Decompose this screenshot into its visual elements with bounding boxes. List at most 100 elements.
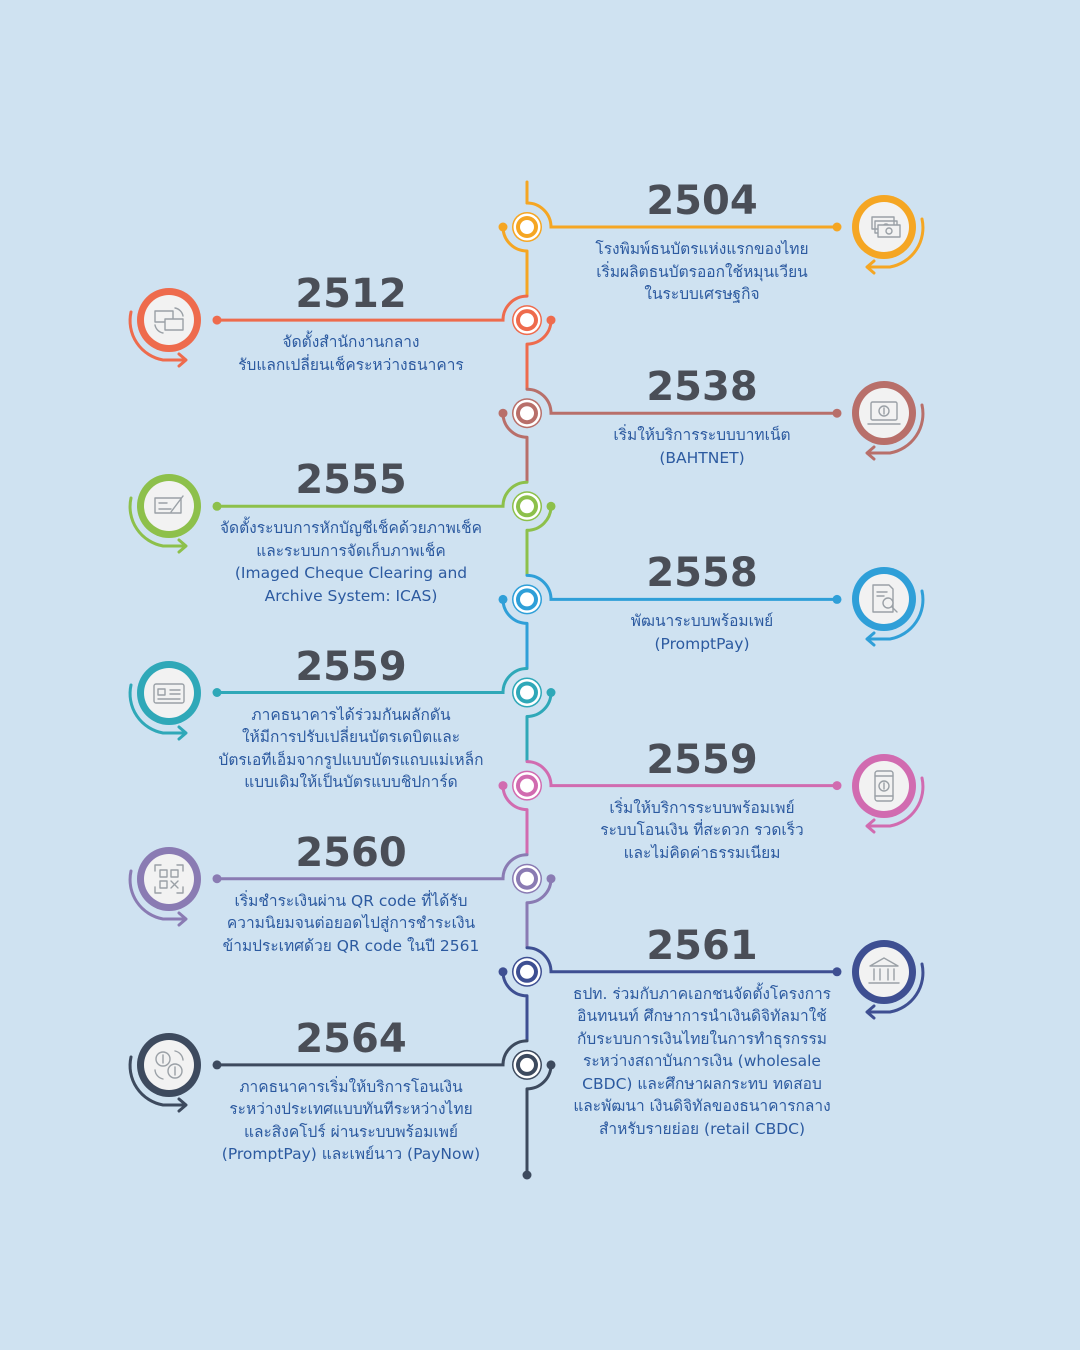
node-side-dot [498,594,508,604]
node-center [520,871,534,886]
year-label: 2559 [646,736,758,783]
event-description: จัดตั้งระบบการหักบัญชีเช็คด้วยภาพเช็คและ… [201,517,501,607]
year-label: 2512 [295,271,407,318]
node-center [520,406,534,421]
description-line: ระหว่างสถาบันการเงิน (wholesale [583,1052,821,1071]
description-line: ธปท. ร่วมกับภาคเอกชนจัดตั้งโครงการ [572,984,832,1003]
description-line: Archive System: ICAS) [264,586,438,605]
event-description: เริ่มให้บริการระบบบาทเน็ต (BAHTNET) [552,424,852,469]
node-center [520,313,534,328]
branch-line [215,1039,529,1067]
description-line: จัดตั้งสำนักงานกลาง [282,333,420,352]
event-description: ภาคธนาคารได้ร่วมกันผลักดันให้มีการปรับเป… [201,704,501,794]
qr-code-icon [113,823,225,935]
node-side-dot [546,874,556,884]
mobile-payment-icon [828,730,940,842]
year-label: 2555 [295,457,407,504]
description-line: และระบบการจัดเก็บภาพเช็ค [256,541,446,560]
description-line: (Imaged Cheque Clearing and [234,564,468,583]
description-line: และพัฒนา เงินดิจิทัลของธนาคารกลาง [573,1097,831,1116]
description-line: CBDC) และศึกษาผลกระทบ ทดสอบ [582,1074,822,1093]
currency-exchange-icon [113,1009,225,1121]
event-description: เริ่มชำระเงินผ่าน QR code ที่ได้รับความน… [201,890,501,958]
node-center [520,1057,534,1072]
event-description: ธปท. ร่วมกับภาคเอกชนจัดตั้งโครงการอินทนน… [552,983,852,1141]
branch-line [215,667,529,694]
description-line: (BAHTNET) [659,448,745,467]
description-line: โรงพิมพ์ธนบัตรแห่งแรกของไทย [595,240,809,258]
year-label: 2560 [295,829,407,876]
branch-line [215,853,529,881]
node-side-dot [546,501,556,511]
cheque-pen-icon [113,450,225,562]
branch-end-dot [212,501,222,511]
document-search-icon [828,543,940,655]
description-line: ระหว่างประเทศแบบทันทีระหว่างไทย [229,1100,473,1119]
node-side-dot [498,781,508,791]
year-label: 2561 [646,922,758,969]
description-line: และสิงคโปร์ ผ่านระบบพร้อมเพย์ [243,1122,458,1141]
event-description: พัฒนาระบบพร้อมเพย์ (PromptPay) [552,610,852,655]
year-label: 2564 [295,1015,407,1062]
branch-line [525,573,839,601]
branch-end-dot [832,594,842,604]
banknotes-icon [828,171,940,283]
branch-line [525,201,839,229]
node-center [520,685,534,700]
description-line: เริ่มให้บริการระบบพร้อมเพย์ [609,798,795,817]
description-line: รับแลกเปลี่ยนเช็คระหว่างธนาคาร [238,355,464,374]
branch-end-dot [832,781,842,791]
cheque-exchange-icon [113,264,225,376]
node-center [520,778,534,793]
branch-end-dot [832,967,842,977]
description-line: (PromptPay) และเพย์นาว (PayNow) [221,1145,481,1164]
node-side-dot [546,688,556,697]
description-line: พัฒนาระบบพร้อมเพย์ [630,612,774,631]
node-center [520,964,534,979]
year-label: 2504 [646,178,758,224]
branch-line [525,760,839,788]
description-line: เริ่มชำระเงินผ่าน QR code ที่ได้รับ [234,891,468,910]
branch-end-dot [212,315,222,325]
event-description: ภาคธนาคารเริ่มให้บริการโอนเงินระหว่างประ… [201,1076,501,1166]
description-line: ให้มีการปรับเปลี่ยนบัตรเดบิตและ [241,728,461,746]
branch-end-dot [212,1060,222,1070]
description-line: อินทนนท์ ศึกษาการนำเงินดิจิทัลมาใช้ [577,1007,827,1026]
year-label: 2559 [295,643,407,690]
event-description: เริ่มให้บริการระบบพร้อมเพย์ระบบโอนเงิน ท… [552,797,852,865]
description-line: บัตรเอทีเอ็มจากรูปแบบบัตรแถบแม่เหล็ก [218,750,484,769]
branch-end-dot [212,874,222,884]
branch-line [525,946,839,974]
description-line: และไม่คิดค่าธรรมเนียม [623,843,781,862]
node-side-dot [546,315,556,325]
node-side-dot [498,222,508,232]
description-line: ระบบโอนเงิน ที่สะดวก รวดเร็ว [600,821,804,840]
event-description: โรงพิมพ์ธนบัตรแห่งแรกของไทยเริ่มผลิตธนบั… [552,238,852,306]
description-line: กับระบบการเงินไทยในการทำธุรกรรม [576,1029,828,1048]
description-line: เริ่มให้บริการระบบบาทเน็ต [613,426,791,445]
node-center [520,592,534,607]
year-label: 2558 [646,550,758,597]
branch-line [525,387,839,415]
description-line: สำหรับรายย่อย (retail CBDC) [598,1119,806,1138]
node-side-dot [498,967,508,977]
node-center [520,220,534,234]
node-side-dot [546,1060,556,1070]
description-line: เริ่มผลิตธนบัตรออกใช้หมุนเวียน [596,262,808,281]
description-line: ภาคธนาคารได้ร่วมกันผลักดัน [251,705,451,724]
description-line: ความนิยมจนต่อยอดไปสู่การชำระเงิน [226,914,476,933]
description-line: ภาคธนาคารเริ่มให้บริการโอนเงิน [239,1077,463,1096]
computer-baht-icon [828,357,940,469]
event-description: จัดตั้งสำนักงานกลางรับแลกเปลี่ยนเช็คระหว… [201,331,501,376]
chip-card-icon [113,637,225,749]
branch-line [215,294,529,322]
description-line: ในระบบเศรษฐกิจ [644,285,760,303]
branch-end-dot [832,222,842,232]
description-line: จัดตั้งระบบการหักบัญชีเช็คด้วยภาพเช็ค [219,519,483,538]
node-center [520,499,534,514]
description-line: (PromptPay) [654,634,750,653]
branch-line [215,480,529,508]
description-line: แบบเดิมให้เป็นบัตรแบบชิปการ์ด [244,773,458,791]
